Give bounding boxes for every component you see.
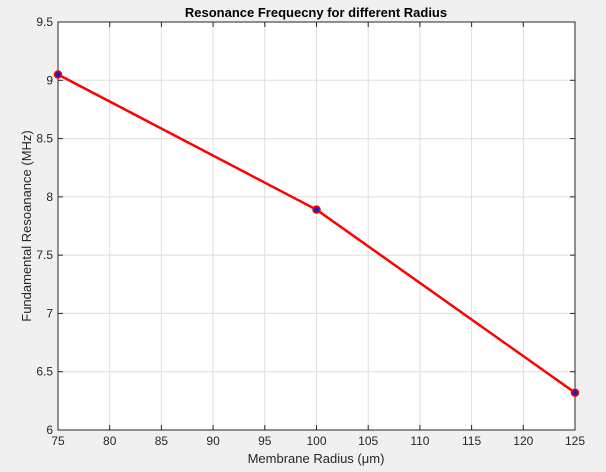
x-axis-title: Membrane Radius (μm) <box>248 451 385 466</box>
data-layer <box>53 70 580 397</box>
grid-layer <box>58 22 575 430</box>
x-tick-label: 120 <box>513 434 533 448</box>
y-tick-label: 9.5 <box>36 15 53 29</box>
x-tick-label: 125 <box>565 434 585 448</box>
chart-title: Resonance Frequecny for different Radius <box>185 5 447 20</box>
y-tick-label: 6 <box>46 423 53 437</box>
x-tick-label: 100 <box>306 434 326 448</box>
data-point <box>53 70 63 79</box>
x-tick-label: 90 <box>206 434 220 448</box>
x-tick-label: 80 <box>103 434 117 448</box>
data-point <box>570 388 580 397</box>
y-tick-label: 9 <box>46 73 53 87</box>
x-tick-label: 85 <box>155 434 169 448</box>
data-point <box>312 205 321 214</box>
x-tick-label: 115 <box>462 434 481 448</box>
y-tick-label: 8 <box>46 190 53 204</box>
y-tick-label: 6.5 <box>36 365 53 379</box>
x-tick-label: 95 <box>258 434 272 448</box>
tick-layer: 75 80 85 90 95 100 105 110 115 120 125 6 6.5 7 7.5 8 8.5… <box>36 15 585 448</box>
y-tick-label: 7 <box>46 306 53 320</box>
x-tick-label: 75 <box>51 434 65 448</box>
y-tick-label: 8.5 <box>36 132 53 146</box>
y-tick-label: 7.5 <box>36 248 53 262</box>
y-axis-title: Fundamental Resoanance (MHz) <box>19 130 34 321</box>
x-tick-label: 105 <box>358 434 378 448</box>
x-tick-label: 110 <box>410 434 429 448</box>
